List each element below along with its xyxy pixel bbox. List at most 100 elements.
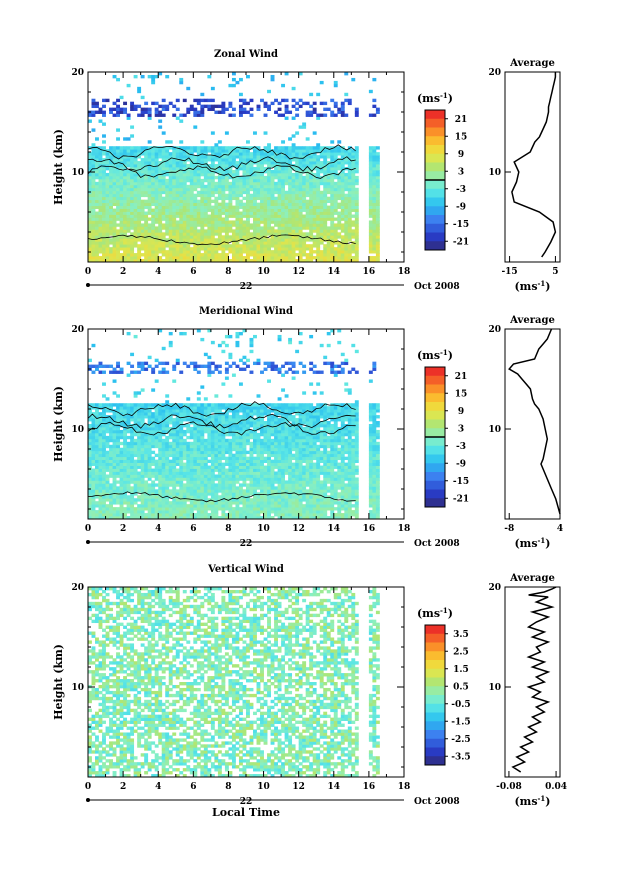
heatmap-cell	[200, 208, 205, 212]
heatmap-cell	[165, 474, 170, 478]
heatmap-cell	[312, 244, 317, 248]
heatmap-cell	[196, 113, 201, 117]
heatmap-cell	[189, 480, 194, 484]
heatmap-cell	[319, 101, 324, 106]
profile-title: Average	[509, 58, 555, 69]
heatmap-cell	[137, 435, 142, 440]
heatmap-cell	[203, 516, 208, 520]
heatmap-cell	[263, 223, 268, 227]
heatmap-cell	[172, 501, 177, 505]
heatmap-cell	[207, 190, 212, 195]
heatmap-cell	[246, 167, 250, 171]
heatmap-cell	[323, 196, 328, 201]
heatmap-cell	[249, 241, 254, 245]
heatmap-cell	[333, 146, 338, 150]
heatmap-cell	[189, 406, 194, 410]
heatmap-cell	[182, 492, 187, 496]
heatmap-cell	[126, 453, 131, 458]
heatmap-cell	[323, 235, 328, 239]
heatmap-cell	[277, 208, 282, 212]
heatmap-cell	[112, 202, 117, 206]
heatmap-cell	[161, 202, 166, 206]
heatmap-cell	[207, 155, 212, 159]
heatmap-cell	[210, 421, 215, 425]
heatmap-cell	[168, 409, 173, 413]
heatmap-cell	[102, 98, 106, 103]
heatmap-cell	[168, 495, 173, 499]
heatmap-cell	[260, 217, 264, 221]
heatmap-cell	[235, 259, 240, 263]
heatmap-cell	[221, 253, 226, 257]
heatmap-cell	[133, 190, 138, 195]
heatmap-cell	[277, 193, 282, 198]
heatmap-cell	[354, 164, 359, 168]
heatmap-cell	[274, 146, 278, 150]
heatmap-cell	[154, 495, 159, 499]
heatmap-cell	[340, 235, 345, 239]
heatmap-cell	[123, 468, 128, 472]
heatmap-cell	[347, 184, 352, 189]
heatmap-cell	[154, 214, 159, 218]
heatmap-cell	[224, 426, 229, 431]
heatmap-cell	[158, 256, 163, 260]
heatmap-cell	[326, 205, 331, 209]
heatmap-cell	[158, 241, 163, 245]
heatmap-cell	[253, 259, 257, 263]
heatmap-cell	[98, 418, 103, 422]
heatmap-cell	[260, 98, 264, 103]
heatmap-cell	[203, 495, 208, 499]
heatmap-cell	[274, 241, 278, 245]
heatmap-cell	[316, 244, 321, 248]
heatmap-cell	[147, 238, 152, 242]
heatmap-cell	[130, 232, 135, 236]
heatmap-cell	[116, 459, 120, 463]
heatmap-cell	[291, 253, 296, 257]
heatmap-cell	[137, 217, 142, 221]
heatmap-cell	[147, 208, 152, 212]
heatmap-cell	[368, 238, 373, 242]
heatmap-cell	[298, 229, 303, 233]
heatmap-cell	[175, 504, 180, 508]
heatmap-cell	[102, 178, 106, 183]
heatmap-cell	[137, 253, 142, 257]
heatmap-cell	[112, 489, 117, 493]
heatmap-cell	[172, 244, 177, 248]
heatmap-cell	[298, 196, 303, 201]
heatmap-cell	[119, 489, 124, 493]
heatmap-cell	[161, 421, 166, 425]
heatmap-cell	[351, 247, 356, 251]
heatmap-cell	[88, 199, 92, 204]
heatmap-cell	[200, 471, 205, 475]
heatmap-cell	[182, 220, 187, 224]
heatmap-cell	[267, 208, 271, 212]
heatmap-cell	[249, 196, 254, 201]
heatmap-cell	[193, 492, 198, 496]
heatmap-cell	[217, 244, 222, 248]
heatmap-cell	[189, 486, 194, 490]
heatmap-cell	[330, 193, 335, 198]
heatmap-cell	[91, 447, 96, 452]
heatmap-cell	[228, 208, 233, 212]
heatmap-cell	[309, 250, 314, 254]
heatmap-cell	[347, 253, 352, 257]
heatmap-cell	[161, 169, 166, 174]
heatmap-cell	[193, 459, 198, 463]
heatmap-cell	[284, 110, 289, 114]
heatmap-cell	[267, 256, 271, 260]
heatmap-cell	[116, 394, 120, 398]
heatmap-cell	[158, 199, 163, 204]
heatmap-cell	[179, 462, 184, 466]
heatmap-cell	[242, 235, 247, 239]
heatmap-cell	[298, 226, 303, 230]
heatmap-cell	[123, 187, 128, 192]
heatmap-cell	[102, 507, 106, 511]
heatmap-cell	[179, 247, 184, 251]
heatmap-cell	[305, 113, 310, 117]
heatmap-cell	[207, 74, 212, 79]
heatmap-cell	[137, 259, 142, 263]
heatmap-cell	[137, 223, 142, 227]
heatmap-cell	[305, 211, 310, 215]
heatmap-cell	[182, 187, 187, 192]
heatmap-cell	[260, 178, 264, 183]
heatmap-cell	[207, 459, 212, 463]
